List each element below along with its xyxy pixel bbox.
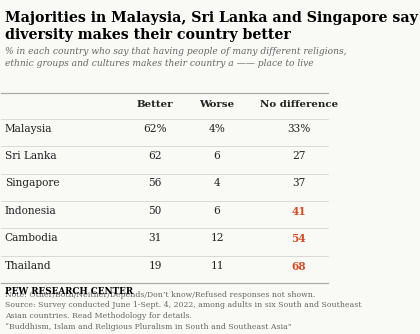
Text: 33%: 33% xyxy=(287,124,310,134)
Text: 12: 12 xyxy=(210,233,224,243)
Text: 27: 27 xyxy=(292,151,305,161)
Text: 54: 54 xyxy=(291,233,306,244)
Text: 11: 11 xyxy=(210,261,224,271)
Text: Malaysia: Malaysia xyxy=(5,124,52,134)
Text: 41: 41 xyxy=(291,206,306,217)
Text: Singapore: Singapore xyxy=(5,178,59,188)
Text: 68: 68 xyxy=(291,261,306,272)
Text: Cambodia: Cambodia xyxy=(5,233,58,243)
Text: 62%: 62% xyxy=(143,124,167,134)
Text: 37: 37 xyxy=(292,178,305,188)
Text: 6: 6 xyxy=(213,206,221,216)
Text: 4: 4 xyxy=(213,178,221,188)
Text: Indonesia: Indonesia xyxy=(5,206,56,216)
Text: Sri Lanka: Sri Lanka xyxy=(5,151,56,161)
Text: 19: 19 xyxy=(148,261,162,271)
Text: PEW RESEARCH CENTER: PEW RESEARCH CENTER xyxy=(5,287,133,296)
Text: 4%: 4% xyxy=(208,124,226,134)
Text: Worse: Worse xyxy=(200,100,234,109)
Text: 50: 50 xyxy=(148,206,162,216)
Text: Note: Other/Both/Neither/Depends/Don’t know/Refused responses not shown.
Source:: Note: Other/Both/Neither/Depends/Don’t k… xyxy=(5,291,361,331)
Text: % in each country who say that having people of many different religions,
ethnic: % in each country who say that having pe… xyxy=(5,47,346,67)
Text: 62: 62 xyxy=(148,151,162,161)
Text: 31: 31 xyxy=(148,233,162,243)
Text: Majorities in Malaysia, Sri Lanka and Singapore say
diversity makes their countr: Majorities in Malaysia, Sri Lanka and Si… xyxy=(5,11,417,42)
Text: 56: 56 xyxy=(148,178,162,188)
Text: No difference: No difference xyxy=(260,100,338,109)
Text: 6: 6 xyxy=(213,151,221,161)
Text: Better: Better xyxy=(136,100,173,109)
Text: Thailand: Thailand xyxy=(5,261,51,271)
